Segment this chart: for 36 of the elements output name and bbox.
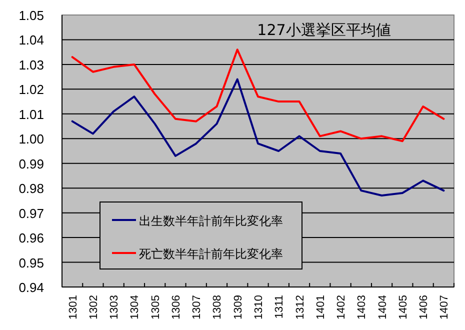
y-tick-label: 0.99 — [18, 156, 44, 172]
y-tick-label: 1.04 — [18, 32, 44, 48]
x-tick-label: 1404 — [376, 295, 389, 320]
legend-label: 死亡数半年計前年比変化率 — [139, 247, 283, 261]
y-tick-label: 1.03 — [18, 57, 44, 72]
x-tick-label: 1403 — [356, 295, 368, 320]
text: 127小選挙区平均値 — [257, 21, 391, 39]
line-series — [71, 48, 445, 142]
x-tick-label: 1402 — [336, 295, 348, 320]
x-tick-label: 1401 — [314, 295, 327, 320]
y-tick-label: 1.02 — [18, 82, 44, 98]
x-tick-label: 1312 — [294, 295, 306, 320]
x-tick-label: 1304 — [129, 295, 142, 320]
x-tick-label: 1407 — [438, 295, 451, 320]
x-tick-label: 1309 — [232, 295, 244, 320]
x-tick-label: 1302 — [88, 295, 100, 320]
x-tick-label: 1305 — [150, 295, 162, 320]
x-tick-label: 1405 — [397, 295, 410, 320]
x-tick-label: 1303 — [108, 295, 121, 320]
y-tick-label: 0.98 — [18, 181, 44, 196]
x-tick-label: 1301 — [67, 295, 80, 320]
y-tick-label: 0.94 — [18, 280, 44, 295]
legend-label: 出生数半年計前年比変化率 — [139, 214, 283, 228]
y-tick-label: 1.05 — [18, 8, 44, 23]
x-tick-label: 1307 — [191, 295, 204, 320]
x-tick-label: 1306 — [170, 295, 182, 320]
y-tick-label: 0.97 — [18, 206, 44, 221]
y-tick-label: 1.01 — [18, 106, 44, 122]
x-tick-label: 1310 — [253, 295, 265, 320]
x-tick-label: 1308 — [212, 295, 224, 320]
y-tick-label: 0.95 — [18, 255, 44, 270]
x-tick-label: 1406 — [418, 295, 430, 320]
line-series — [71, 78, 445, 197]
y-tick-label: 0.96 — [18, 230, 44, 246]
x-tick-label: 1311 — [274, 295, 286, 319]
y-tick-label: 1.00 — [18, 132, 44, 147]
